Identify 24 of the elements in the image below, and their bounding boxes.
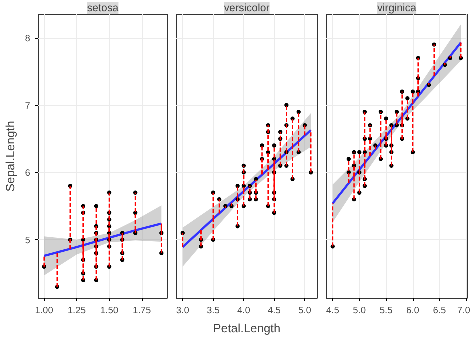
y-tick-label: 5: [25, 235, 31, 246]
x-tick-label: 4.5: [268, 306, 281, 316]
x-axis-title: Petal.Length: [213, 322, 281, 336]
y-tick-label: 8: [25, 34, 31, 44]
x-tick-label: 4.0: [237, 306, 250, 316]
y-axis-title: Sepal.Length: [3, 121, 18, 192]
x-tick-label: 1.00: [35, 306, 54, 316]
x-tick-label: 1.50: [100, 306, 119, 316]
chart-title: setosa: [87, 2, 119, 14]
x-tick-label: 5.5: [380, 306, 393, 316]
x-tick-label: 1.75: [133, 306, 152, 316]
chart-title: virginica: [377, 2, 417, 14]
x-tick-label: 7.0: [458, 306, 470, 316]
y-tick-label: 7: [25, 100, 31, 111]
x-tick-label: 3.5: [206, 306, 220, 316]
chart-title: versicolor: [224, 2, 270, 14]
x-tick-label: 4.5: [326, 306, 340, 316]
y-tick-label: 6: [25, 168, 31, 178]
x-tick-label: 6.0: [406, 306, 420, 316]
x-tick-label: 3.0: [176, 306, 190, 316]
x-tick-label: 6.5: [433, 306, 446, 316]
x-tick-label: 1.25: [68, 306, 86, 316]
x-tick-label: 5.0: [298, 306, 312, 316]
x-tick-label: 5.0: [353, 306, 366, 316]
